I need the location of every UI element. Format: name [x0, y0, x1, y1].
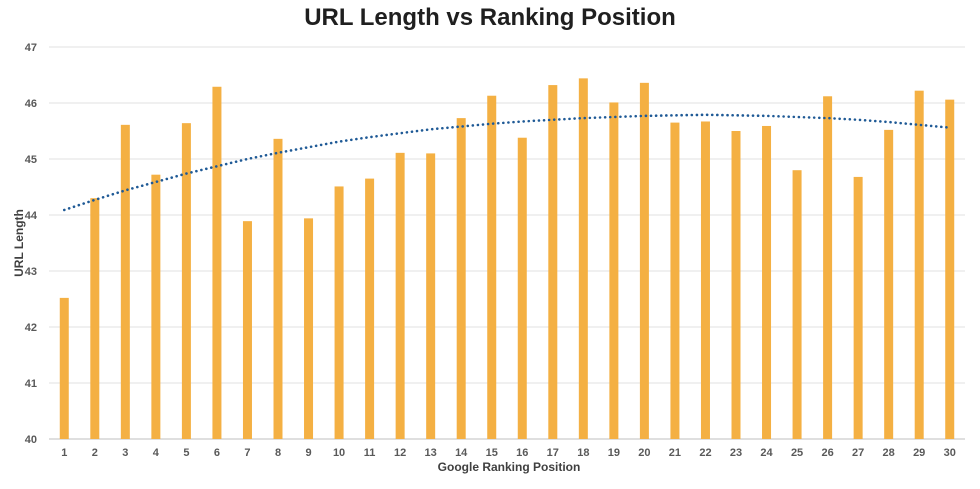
- x-tick-label: 16: [516, 447, 528, 459]
- bar: [670, 122, 680, 439]
- bar: [120, 124, 130, 439]
- x-tick-label: 5: [183, 447, 189, 459]
- bars: [59, 78, 955, 440]
- x-tick-label: 18: [577, 447, 589, 459]
- x-tick-label: 9: [305, 447, 311, 459]
- x-tick-label: 11: [364, 447, 376, 459]
- x-tick-label: 20: [638, 447, 650, 459]
- bar: [59, 297, 69, 439]
- gridlines: [49, 46, 965, 440]
- bar: [365, 178, 375, 439]
- trendline: [62, 113, 952, 212]
- bar: [700, 121, 710, 439]
- bar: [914, 90, 924, 440]
- x-tick-label: 25: [791, 447, 803, 459]
- x-tick-label: 4: [153, 447, 160, 459]
- x-tick-label: 14: [455, 447, 468, 459]
- x-tick-label: 12: [394, 447, 406, 459]
- x-tick-labels: 1 2 3 4 5 6 7 8 9 10 11 12 13 14 15 16 17 18 19 20 21 22 23 24 2…: [61, 447, 956, 459]
- y-tick-label: 43: [25, 266, 37, 278]
- x-axis-title: Google Ranking Position: [438, 460, 581, 474]
- y-tick-label: 47: [25, 42, 37, 54]
- bar: [823, 96, 833, 439]
- x-tick-label: 21: [669, 447, 681, 459]
- bar: [151, 174, 161, 439]
- x-tick-label: 19: [608, 447, 620, 459]
- bar: [731, 131, 741, 439]
- bar: [609, 102, 619, 439]
- x-tick-label: 8: [275, 447, 281, 459]
- x-tick-label: 23: [730, 447, 742, 459]
- x-tick-label: 26: [821, 447, 833, 459]
- x-tick-label: 29: [913, 447, 925, 459]
- y-tick-label: 46: [25, 98, 37, 110]
- y-tick-labels: 40 41 42 43 44 45 46 47: [25, 42, 38, 446]
- x-tick-label: 15: [486, 447, 498, 459]
- bar: [884, 129, 894, 439]
- bar: [487, 95, 497, 439]
- x-tick-label: 10: [333, 447, 345, 459]
- y-tick-label: 42: [25, 322, 37, 334]
- x-tick-label: 28: [883, 447, 895, 459]
- bar: [395, 152, 405, 439]
- bar: [273, 138, 283, 439]
- y-tick-label: 45: [25, 154, 37, 166]
- bar: [90, 198, 100, 439]
- bar: [548, 85, 558, 439]
- bar: [456, 118, 466, 440]
- y-tick-label: 40: [25, 434, 37, 446]
- x-tick-label: 24: [760, 447, 773, 459]
- x-tick-label: 27: [852, 447, 864, 459]
- bar: [517, 137, 527, 439]
- x-tick-label: 7: [244, 447, 250, 459]
- x-tick-label: 13: [425, 447, 437, 459]
- y-axis-title: URL Length: [12, 209, 26, 277]
- x-tick-label: 1: [61, 447, 67, 459]
- x-tick-label: 3: [122, 447, 128, 459]
- x-tick-label: 6: [214, 447, 220, 459]
- bar: [792, 170, 802, 439]
- y-tick-label: 44: [25, 210, 38, 222]
- y-tick-label: 41: [25, 378, 37, 390]
- bar: [212, 86, 222, 439]
- chart-title: URL Length vs Ranking Position: [304, 4, 676, 31]
- x-tick-label: 17: [547, 447, 559, 459]
- bar: [945, 99, 955, 439]
- x-tick-label: 2: [92, 447, 98, 459]
- bar: [853, 176, 863, 440]
- trendline-layer: [62, 113, 952, 212]
- bar: [639, 82, 649, 439]
- bar: [578, 78, 588, 440]
- x-tick-label: 22: [699, 447, 711, 459]
- bar: [181, 123, 191, 439]
- bar: [426, 153, 436, 439]
- bar: [334, 186, 344, 439]
- x-tick-label: 30: [944, 447, 956, 459]
- bar: [242, 221, 252, 439]
- bar: [304, 218, 314, 439]
- bar: [762, 125, 772, 440]
